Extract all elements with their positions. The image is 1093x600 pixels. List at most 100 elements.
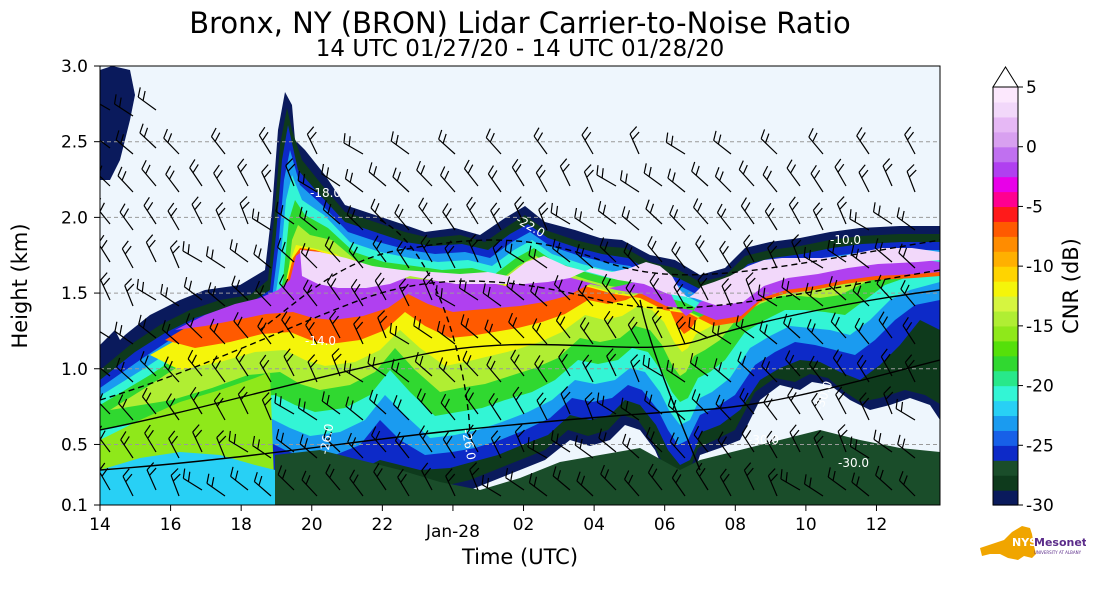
wind-barb	[182, 241, 203, 263]
wind-barb	[651, 310, 663, 339]
wind-barb	[644, 390, 663, 415]
wind-barb	[510, 349, 525, 377]
wind-barb	[555, 311, 571, 339]
wind-barb	[878, 311, 893, 339]
wind-barb	[442, 430, 456, 459]
wind-barb	[466, 196, 479, 225]
wind-barb	[757, 284, 778, 307]
wind-barb	[438, 129, 456, 155]
wind-barb	[596, 392, 617, 415]
wind-barb	[581, 126, 594, 155]
wind-barb	[767, 468, 778, 497]
y-tick-label: 0.5	[61, 435, 88, 455]
wind-barb	[560, 386, 571, 415]
contour-label: -30.0	[748, 433, 779, 447]
wind-barb	[600, 464, 617, 491]
wind-barb	[669, 204, 686, 231]
colorbar-segment	[993, 87, 1018, 103]
colorbar-segment	[993, 281, 1018, 297]
wind-barb	[343, 360, 364, 383]
wind-barb	[389, 322, 410, 345]
colorbar-segment	[993, 340, 1018, 357]
wind-barb	[321, 163, 341, 187]
wind-barb	[255, 280, 272, 307]
chart-subtitle: 14 UTC 01/27/20 - 14 UTC 01/28/20	[315, 36, 725, 62]
colorbar: 5 0 -5 -10 -15 -20 -25 -30	[992, 66, 1054, 516]
wind-barb	[512, 386, 525, 415]
contour-line	[100, 359, 940, 471]
wind-barb	[852, 281, 870, 307]
wind-barb	[743, 234, 755, 263]
wind-barb	[849, 209, 870, 231]
wind-barb	[856, 127, 870, 155]
wind-barb	[229, 239, 249, 263]
y-tick-label: 1.5	[61, 284, 88, 304]
colorbar-segment	[993, 460, 1018, 476]
wind-barb	[100, 325, 111, 339]
wind-barb	[348, 241, 364, 269]
wind-barb	[621, 206, 640, 231]
wind-barb	[528, 473, 548, 497]
wind-barb	[100, 425, 111, 453]
colorbar-segment	[993, 296, 1018, 312]
wind-barb	[874, 238, 893, 263]
wind-barb	[119, 203, 134, 231]
wind-barb	[347, 432, 364, 459]
wind-barb	[445, 468, 456, 497]
wind-barb	[598, 428, 617, 453]
wind-barb	[213, 392, 226, 421]
wind-barb	[416, 160, 433, 187]
contour-label: -26.0	[317, 422, 336, 455]
logo-subtext: UNIVERSITY AT ALBANY	[1034, 550, 1082, 555]
wind-barb	[514, 196, 525, 225]
wind-barb	[187, 349, 203, 377]
wind-barb	[735, 315, 755, 339]
wind-barb	[538, 202, 549, 231]
svg-text:Mesonet: Mesonet	[1034, 536, 1086, 549]
colorbar-segment	[993, 355, 1018, 372]
wind-barb	[553, 275, 571, 301]
wind-barb	[827, 239, 847, 263]
wind-barb	[239, 196, 250, 225]
wind-barb	[780, 469, 801, 491]
colorbar-tick-label: -30	[1026, 496, 1054, 516]
wind-barb	[141, 160, 157, 187]
colorbar-segment	[993, 101, 1018, 118]
wind-barb	[145, 234, 157, 263]
wind-barb	[671, 241, 686, 269]
wind-barb	[713, 358, 732, 383]
wind-barb	[257, 317, 272, 345]
wind-barb	[305, 316, 318, 345]
wind-barb	[767, 240, 778, 269]
wind-barb	[237, 158, 249, 187]
wind-barb	[468, 234, 479, 263]
colorbar-segment	[993, 310, 1018, 327]
wind-barb	[828, 275, 847, 301]
wind-barb	[165, 393, 180, 421]
wind-barb	[235, 348, 249, 377]
wind-barb	[691, 389, 709, 415]
x-tick-label: 14	[89, 515, 111, 535]
nys-state-shape-icon: NYS Mesonet UNIVERSITY AT ALBANY	[980, 526, 1086, 560]
x-tick-label: 22	[372, 515, 394, 535]
wind-barb	[906, 164, 917, 193]
wind-barb	[391, 358, 410, 383]
wind-barb	[394, 431, 410, 459]
x-tick-label: 10	[795, 515, 817, 535]
wind-barb	[258, 126, 272, 155]
contour-overlay	[100, 219, 940, 471]
wind-barb	[606, 348, 617, 377]
wind-barb	[601, 273, 617, 301]
wind-barb	[711, 322, 732, 345]
wind-barb	[279, 274, 295, 301]
wind-barb	[390, 131, 410, 155]
contour-line	[100, 269, 940, 401]
wind-barb	[435, 285, 456, 307]
wind-barb	[299, 434, 318, 459]
wind-barb	[785, 350, 801, 377]
wind-barb	[737, 351, 755, 377]
wind-barb	[808, 355, 824, 383]
wind-barb	[324, 236, 341, 263]
wind-barb	[827, 467, 847, 491]
wind-barb	[904, 354, 916, 383]
